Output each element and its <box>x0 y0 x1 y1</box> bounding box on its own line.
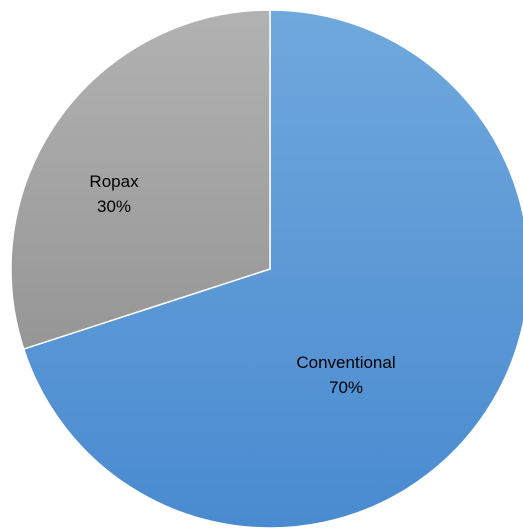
pie-slice-ropax <box>10 9 271 350</box>
labels-layer: Conventional 70% Ropax 30% <box>89 172 395 397</box>
slice-label-ropax: Ropax <box>89 172 139 191</box>
pie-slice-conventional <box>22 9 523 529</box>
slices-layer <box>10 9 523 529</box>
slice-percent-ropax: 30% <box>97 197 131 216</box>
slice-label-conventional: Conventional <box>296 353 395 372</box>
slice-percent-conventional: 70% <box>329 378 363 397</box>
